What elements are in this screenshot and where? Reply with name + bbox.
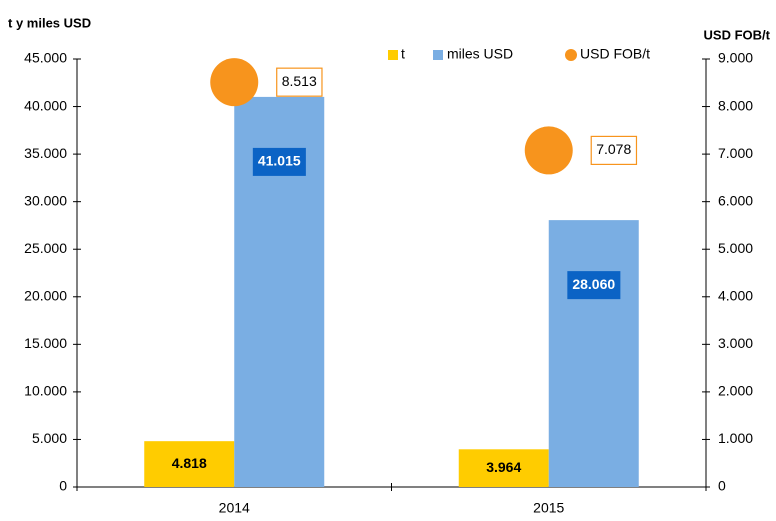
bar-label-box xyxy=(166,450,212,479)
y-tick-label: 15.000 xyxy=(24,335,67,351)
bar-label: 3.964 xyxy=(486,459,521,475)
x-tick-label: 2014 xyxy=(219,500,250,516)
y2-tick-label: 3.000 xyxy=(718,335,753,351)
y-axis-title: t y miles USD xyxy=(8,15,91,30)
legend-label: USD FOB/t xyxy=(580,46,650,62)
y2-tick-label: 8.000 xyxy=(718,97,753,113)
y2-tick-label: 4.000 xyxy=(718,287,753,303)
y-tick-label: 25.000 xyxy=(24,240,67,256)
y2-tick-label: 9.000 xyxy=(718,50,753,66)
point-label: 7.078 xyxy=(596,141,631,157)
bar-label-box xyxy=(567,271,621,300)
y2-axis-title: USD FOB/t xyxy=(704,27,771,42)
y2-tick-label: 7.000 xyxy=(718,145,753,161)
point-label-box xyxy=(276,67,323,97)
bar-label: 28.060 xyxy=(572,276,615,292)
y-tick-label: 0 xyxy=(59,478,67,494)
y-tick-label: 20.000 xyxy=(24,287,67,303)
bar-label: 41.015 xyxy=(258,153,301,169)
legend-swatch xyxy=(433,50,443,60)
y-tick-label: 35.000 xyxy=(24,145,67,161)
y2-tick-label: 6.000 xyxy=(718,192,753,208)
point xyxy=(524,126,573,175)
y2-tick-label: 5.000 xyxy=(718,240,753,256)
bar-label: 4.818 xyxy=(172,455,207,471)
legend-swatch xyxy=(565,49,577,61)
point-label-box xyxy=(590,135,638,166)
y2-tick-label: 0 xyxy=(718,478,726,494)
x-tick-label: 2015 xyxy=(533,500,564,516)
legend-swatch xyxy=(388,50,398,60)
point-label: 8.513 xyxy=(282,73,317,89)
y-tick-label: 40.000 xyxy=(24,97,67,113)
legend-label: t xyxy=(401,46,405,62)
y2-tick-label: 2.000 xyxy=(718,383,753,399)
bar-label-box xyxy=(252,147,306,176)
y-tick-label: 10.000 xyxy=(24,383,67,399)
bar-label-box xyxy=(481,454,527,483)
y2-tick-label: 1.000 xyxy=(718,430,753,446)
bar xyxy=(548,220,639,487)
y-tick-label: 45.000 xyxy=(24,50,67,66)
legend-label: miles USD xyxy=(447,46,513,62)
point xyxy=(210,58,259,107)
y-tick-label: 30.000 xyxy=(24,192,67,208)
y-tick-label: 5.000 xyxy=(32,430,67,446)
